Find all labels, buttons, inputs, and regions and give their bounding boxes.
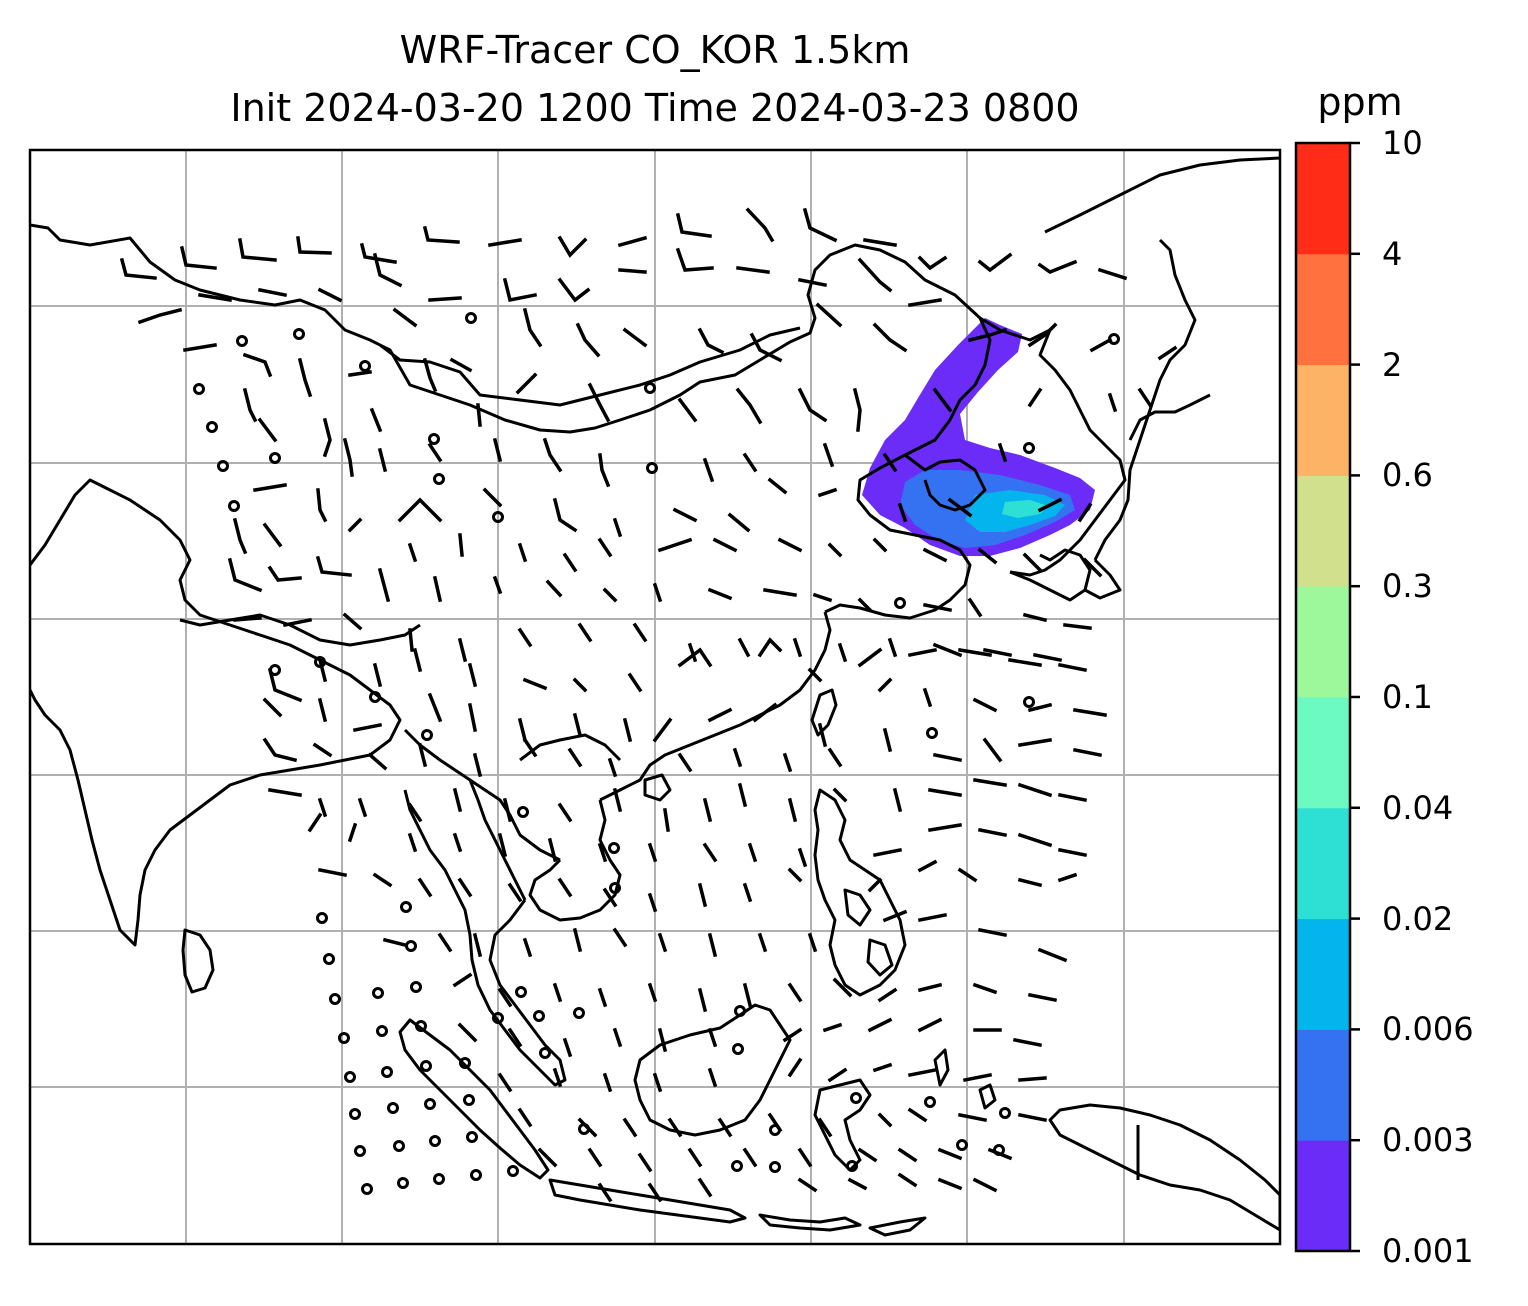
colorbar-bin bbox=[1296, 475, 1350, 587]
colorbar-bin bbox=[1296, 253, 1350, 366]
colorbar-bin bbox=[1296, 918, 1350, 1030]
colorbar-tick-label: 2 bbox=[1382, 345, 1403, 384]
plume-core bbox=[1002, 500, 1048, 518]
colorbar-bin bbox=[1296, 586, 1350, 698]
colorbar-tick-label: 0.1 bbox=[1382, 678, 1433, 716]
colorbar-tick-label: 10 bbox=[1382, 124, 1423, 162]
map-subtitle: Init 2024-03-20 1200 Time 2024-03-23 080… bbox=[230, 86, 1080, 130]
map-frame bbox=[28, 148, 1282, 1246]
colorbar-tick-label: 0.001 bbox=[1382, 1232, 1474, 1270]
colorbar-tick-label: 0.04 bbox=[1382, 788, 1454, 827]
wind-barbs bbox=[119, 207, 1178, 1203]
coastlines bbox=[30, 156, 1280, 1237]
colorbar-tick-label: 0.006 bbox=[1382, 1010, 1474, 1049]
colorbar-bin bbox=[1296, 364, 1350, 476]
colorbar-unit-label: ppm bbox=[1317, 80, 1403, 124]
colorbar-bin bbox=[1296, 697, 1350, 809]
colorbar-bin bbox=[1296, 1140, 1350, 1252]
colorbar-tick-label: 0.6 bbox=[1382, 456, 1433, 495]
colorbar-tick-label: 0.003 bbox=[1382, 1121, 1474, 1160]
colorbar-bin bbox=[1296, 807, 1350, 920]
colorbar bbox=[1294, 141, 1360, 1253]
calm-wind-markers bbox=[193, 312, 1120, 1195]
tracer-plume bbox=[862, 318, 1095, 556]
colorbar-tick-label: 0.02 bbox=[1382, 899, 1454, 938]
colorbar-bin bbox=[1296, 143, 1350, 255]
colorbar-bin bbox=[1296, 1029, 1350, 1141]
colorbar-tick-label: 4 bbox=[1382, 234, 1403, 273]
colorbar-tick-label: 0.3 bbox=[1382, 567, 1433, 606]
map-title: WRF-Tracer CO_KOR 1.5km bbox=[399, 28, 911, 72]
